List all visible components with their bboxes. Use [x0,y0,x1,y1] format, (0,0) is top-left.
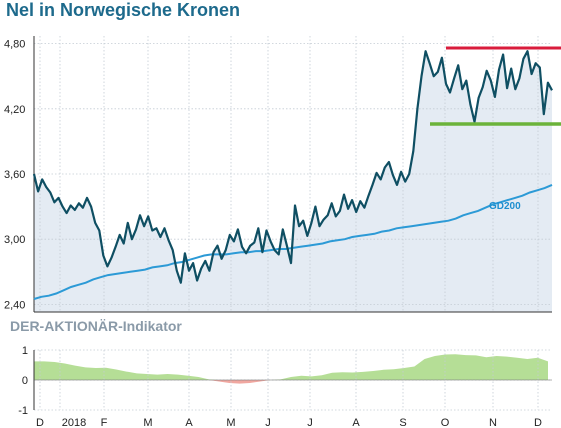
x-tick-label: O [441,417,450,428]
indicator-positive-area [34,354,548,380]
x-tick-label: A [185,417,193,428]
chart-title: Nel in Norwegische Kronen [6,0,240,20]
indicator-chart: 1 0 -1 [18,345,552,417]
y-tick-label: 2,40 [4,299,25,311]
price-chart: 2,40 3,00 3,60 4,20 4,80 GD200 [4,36,561,313]
indicator-y-tick-label: 1 [22,345,28,357]
gd200-label: GD200 [489,201,521,212]
x-tick-label: J [307,417,313,428]
indicator-y-tick-label: 0 [22,375,28,387]
price-line [32,50,553,284]
indicator-title: DER-AKTIONÄR-Indikator [10,318,182,334]
x-tick-label: D [36,417,44,428]
x-tick-label: M [226,417,235,428]
x-tick-label: 2018 [62,417,86,428]
x-tick-label: S [399,417,406,428]
indicator-negative-area [34,380,548,384]
x-tick-label: J [265,417,271,428]
y-tick-label: 3,60 [4,169,25,181]
x-axis-labels: D 2018 F M A M J J A S O N D [36,417,542,428]
y-tick-label: 3,00 [4,234,25,246]
price-area-fill [34,51,552,312]
x-tick-label: A [352,417,360,428]
y-tick-label: 4,80 [4,39,25,51]
y-tick-label: 4,20 [4,104,25,116]
x-tick-label: D [534,417,542,428]
indicator-y-tick-label: -1 [18,405,28,417]
x-tick-label: F [101,417,108,428]
x-tick-label: N [489,417,497,428]
x-tick-label: M [143,417,152,428]
